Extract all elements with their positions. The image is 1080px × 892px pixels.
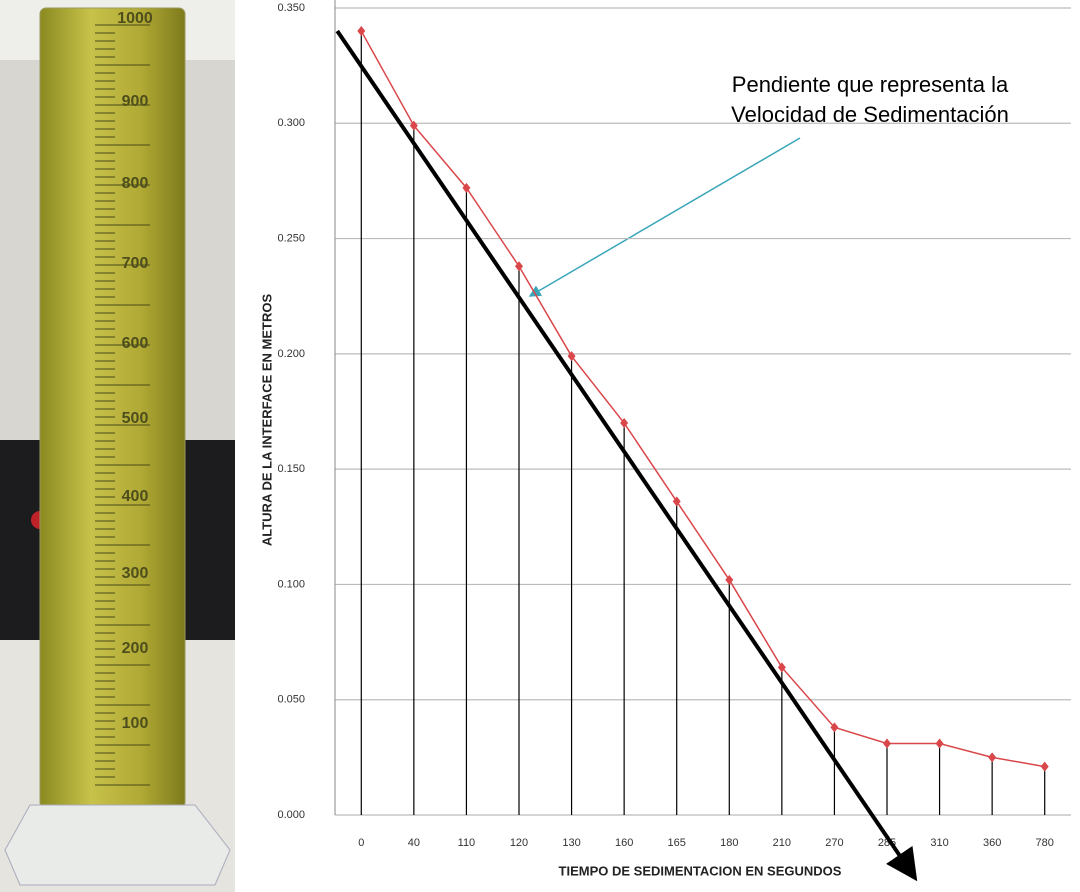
annotation: Pendiente que representa la [732, 72, 1009, 97]
x-tick-label: 160 [615, 837, 633, 849]
x-axis-title: TIEMPO DE SEDIMENTACION EN SEGUNDOS [559, 863, 842, 878]
data-line [361, 31, 1044, 767]
data-point [988, 752, 996, 762]
x-tick-label: 165 [668, 837, 686, 849]
x-tick-label: 40 [408, 837, 420, 849]
x-tick-label: 0 [358, 837, 364, 849]
x-tick-label: 180 [720, 837, 738, 849]
photo: 1000 900 800 700 600 500 400 300 200 100 [0, 0, 235, 892]
y-tick-label: 0.300 [277, 117, 305, 129]
data-point [1041, 762, 1049, 772]
scale-label: 600 [122, 335, 149, 352]
y-tick-label: 0.150 [277, 463, 305, 475]
scale-label: 500 [122, 410, 149, 427]
y-axis-title: ALTURA DE LA INTERFACE EN METROS [259, 294, 274, 547]
data-point [883, 739, 891, 749]
scale-label: 800 [122, 175, 149, 192]
scale-label: 700 [122, 255, 149, 272]
y-tick-label: 0.350 [277, 2, 305, 14]
y-tick-label: 0.250 [277, 232, 305, 244]
trend-arrow [337, 31, 915, 878]
annotation-arrow [530, 138, 800, 296]
y-tick-label: 0.200 [277, 348, 305, 360]
page: 1000900800700600500400300200100 Pendient… [0, 0, 1080, 892]
x-tick-label: 360 [983, 837, 1001, 849]
y-tick-label: 0.000 [277, 809, 305, 821]
x-tick-label: 210 [773, 837, 791, 849]
y-tick-label: 0.100 [277, 578, 305, 590]
scale-label: 100 [122, 715, 149, 732]
x-tick-label: 110 [458, 837, 476, 849]
x-tick-label: 310 [930, 837, 948, 849]
x-tick-label: 270 [825, 837, 843, 849]
chart: Pendiente que representa la Velocidad de… [259, 0, 1071, 878]
scale-label: 400 [122, 488, 149, 505]
x-tick-label: 130 [562, 837, 580, 849]
data-point [936, 739, 944, 749]
x-tick-label: 120 [510, 837, 528, 849]
scale-label: 1000 [117, 10, 153, 27]
scale-label: 900 [122, 93, 149, 110]
scale-label: 300 [122, 565, 149, 582]
x-tick-label: 780 [1036, 837, 1054, 849]
y-tick-label: 0.050 [277, 694, 305, 706]
scale-label: 200 [122, 640, 149, 657]
